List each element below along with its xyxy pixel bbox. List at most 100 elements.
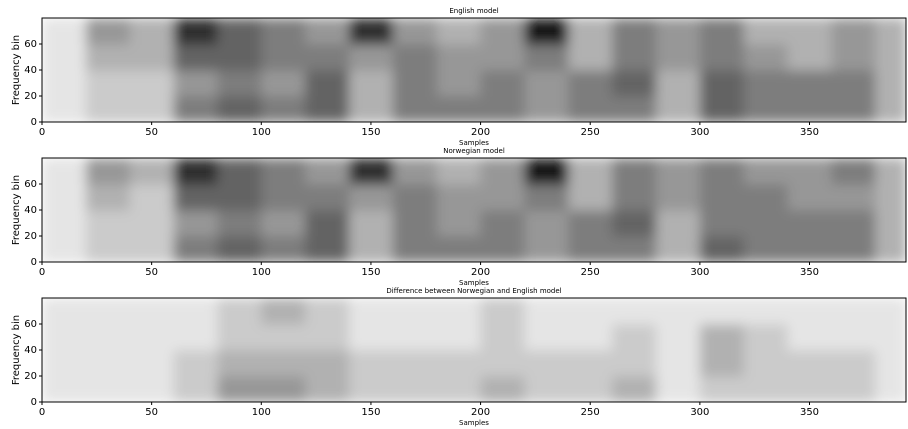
x-tick-label: 200 bbox=[471, 267, 490, 278]
heatmap-cell bbox=[173, 158, 218, 185]
heatmap-cell bbox=[85, 18, 131, 45]
panel-title: English model bbox=[449, 7, 498, 15]
heatmap-cell bbox=[524, 18, 569, 45]
panel-title: Difference between Norwegian and English… bbox=[386, 287, 561, 295]
heatmap-cell bbox=[612, 158, 657, 185]
heatmap-cell bbox=[875, 210, 906, 237]
heatmap-cell bbox=[173, 96, 218, 122]
heatmap-cell bbox=[656, 184, 701, 211]
heatmap-cell bbox=[524, 324, 569, 351]
heatmap-cell bbox=[875, 184, 906, 211]
heatmap-cell bbox=[524, 236, 569, 262]
heatmap-cell bbox=[875, 324, 906, 351]
heatmap-cell bbox=[875, 18, 906, 45]
heatmap-cell bbox=[612, 376, 657, 402]
heatmap-cell bbox=[699, 210, 745, 237]
heatmap-cell bbox=[305, 298, 350, 325]
heatmap-cell bbox=[656, 236, 701, 262]
heatmap-cell bbox=[305, 184, 350, 211]
heatmap-cell bbox=[699, 158, 745, 185]
x-tick-label: 250 bbox=[581, 127, 600, 138]
heatmap-cell bbox=[261, 44, 306, 71]
heatmap-cell bbox=[480, 18, 525, 45]
heatmap-cell bbox=[305, 158, 350, 185]
heatmap-cell bbox=[480, 158, 525, 185]
y-tick-label: 20 bbox=[24, 231, 37, 242]
heatmap-cell bbox=[480, 236, 525, 262]
heatmap-cell bbox=[217, 184, 262, 211]
heatmap-cell bbox=[173, 184, 218, 211]
heatmap-cell bbox=[129, 158, 175, 185]
heatmap-cell bbox=[261, 324, 306, 351]
heatmap-cell bbox=[524, 376, 569, 402]
x-tick-label: 300 bbox=[690, 127, 709, 138]
heatmap-image bbox=[42, 18, 906, 122]
heatmap-cell bbox=[524, 70, 569, 97]
heatmap-cell bbox=[568, 376, 613, 402]
heatmap-cell bbox=[656, 376, 701, 402]
heatmap-cell bbox=[656, 44, 701, 71]
heatmap-cell bbox=[656, 210, 701, 237]
heatmap-cell bbox=[875, 298, 906, 325]
heatmap-cell bbox=[743, 18, 789, 45]
x-tick-label: 300 bbox=[690, 407, 709, 418]
heatmap-cell bbox=[305, 44, 350, 71]
heatmap-cell bbox=[524, 298, 569, 325]
heatmap-cell bbox=[349, 44, 394, 71]
heatmap-cell bbox=[699, 324, 745, 351]
heatmap-cell bbox=[129, 236, 175, 262]
y-tick-label: 0 bbox=[31, 257, 37, 268]
heatmap-cell bbox=[305, 236, 350, 262]
heatmap-cell bbox=[217, 158, 262, 185]
heatmap-cell bbox=[743, 210, 789, 237]
heatmap-cell bbox=[436, 70, 482, 97]
x-tick-label: 150 bbox=[361, 267, 380, 278]
heatmap-cell bbox=[42, 158, 87, 185]
y-tick-label: 20 bbox=[24, 91, 37, 102]
x-tick-label: 100 bbox=[252, 267, 271, 278]
y-tick-label: 60 bbox=[24, 39, 37, 50]
heatmap-cell bbox=[217, 350, 262, 377]
heatmap-cell bbox=[173, 70, 218, 97]
heatmap-cell bbox=[392, 96, 438, 122]
heatmap-cell bbox=[392, 376, 438, 402]
heatmap-cell bbox=[129, 96, 175, 122]
heatmap-cell bbox=[743, 158, 789, 185]
heatmap-cell bbox=[656, 70, 701, 97]
heatmap-cell bbox=[85, 350, 131, 377]
x-tick-label: 0 bbox=[39, 267, 45, 278]
heatmap-cell bbox=[699, 184, 745, 211]
x-tick-label: 350 bbox=[800, 127, 819, 138]
heatmap-cell bbox=[349, 70, 394, 97]
heatmap-cell bbox=[524, 350, 569, 377]
heatmap-cell bbox=[568, 96, 613, 122]
heatmap-cell bbox=[392, 44, 438, 71]
heatmap-cell bbox=[787, 70, 832, 97]
heatmap-cell bbox=[261, 70, 306, 97]
heatmap-cell bbox=[612, 210, 657, 237]
heatmap-cell bbox=[129, 18, 175, 45]
heatmap-cell bbox=[524, 210, 569, 237]
heatmap-cell bbox=[85, 158, 131, 185]
heatmap-cell bbox=[568, 210, 613, 237]
heatmap-cells bbox=[42, 298, 906, 402]
heatmap-cell bbox=[305, 96, 350, 122]
heatmap-cell bbox=[129, 70, 175, 97]
heatmap-cell bbox=[831, 376, 876, 402]
y-axis-label: Frequency bin bbox=[11, 315, 22, 385]
heatmap-cell bbox=[217, 210, 262, 237]
heatmap-cell bbox=[480, 324, 525, 351]
heatmap-cell bbox=[392, 236, 438, 262]
heatmap-cell bbox=[787, 44, 832, 71]
x-axis-label: Samples bbox=[459, 419, 489, 427]
x-tick-label: 300 bbox=[690, 267, 709, 278]
heatmap-cell bbox=[42, 18, 87, 45]
heatmap-cell bbox=[217, 70, 262, 97]
heatmap-cell bbox=[699, 236, 745, 262]
heatmap-cell bbox=[173, 18, 218, 45]
heatmap-cell bbox=[349, 184, 394, 211]
heatmap-cell bbox=[173, 376, 218, 402]
y-axis-label: Frequency bin bbox=[11, 175, 22, 245]
heatmap-cell bbox=[436, 158, 482, 185]
heatmap-cell bbox=[392, 158, 438, 185]
